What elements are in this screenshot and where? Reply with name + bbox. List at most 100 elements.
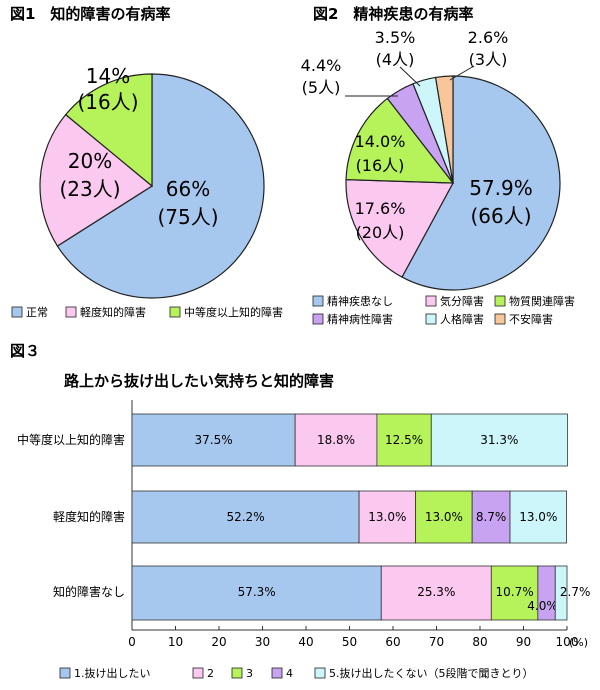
fig3-ticklabel-3: 30: [255, 635, 270, 649]
fig2-sublabel-1: (20人): [356, 223, 405, 242]
fig2-leader-5: [449, 65, 475, 81]
fig1-legend-text-1: 軽度知的障害: [80, 305, 146, 319]
fig1-title: 図1 知的障害の有病率: [10, 5, 170, 23]
fig2-sublabel-0: (66人): [470, 204, 531, 228]
fig3-ticklabel-0: 0: [128, 635, 136, 649]
fig3-ticklabel-8: 80: [472, 635, 487, 649]
fig3-value-0-1: 18.8%: [317, 433, 355, 447]
fig1-slice-2: [64, 73, 153, 188]
fig3-ticklabel-5: 50: [342, 635, 357, 649]
fig2-legend-swatch-1: [425, 295, 437, 307]
fig1-legend-swatch-0: [11, 306, 23, 318]
fig1-legend-swatch-2: [169, 306, 181, 318]
fig2-legend-swatch-5: [494, 313, 506, 325]
fig3-bar-1-4: [509, 490, 567, 544]
fig3-bar-1-1: [358, 490, 417, 544]
fig3-category-1: 軽度知的障害: [53, 509, 125, 524]
fig3-value-0-4: 31.3%: [480, 433, 518, 447]
fig1-slice-1: [39, 113, 154, 247]
fig2-sublabel-5: (3人): [469, 50, 508, 69]
fig2-legend-text-5: 不安障害: [509, 312, 553, 326]
fig2-label-5: 2.6%: [468, 28, 509, 47]
fig3-ticklabel-4: 40: [298, 635, 313, 649]
fig2-legend-swatch-3: [312, 313, 324, 325]
fig3-value-2-1: 25.3%: [417, 585, 455, 599]
fig3-legend-swatch-0: [59, 667, 71, 679]
fig2-slice-2: [345, 97, 455, 184]
fig3-xunit: (%): [569, 636, 588, 649]
fig3-legend-text-4: 5.抜け出したくない（5段階で聞きとり）: [329, 666, 534, 680]
fig3-value-1-0: 52.2%: [226, 510, 264, 524]
fig3-bar-1-3: [471, 490, 511, 544]
fig3-bar-2-0: [131, 565, 382, 621]
fig2-sublabel-2: (16人): [356, 156, 405, 175]
fig2-label-2: 14.0%: [355, 132, 406, 151]
fig2-sublabel-3: (5人): [302, 78, 341, 97]
fig3-category-0: 中等度以上知的障害: [17, 432, 125, 447]
fig3-bar-0-0: [131, 413, 296, 467]
fig3-value-0-2: 12.5%: [385, 433, 423, 447]
fig3-bar-0-4: [430, 413, 568, 467]
fig2-label-4: 3.5%: [375, 28, 416, 47]
fig1-legend-swatch-1: [65, 306, 77, 318]
fig3-value-2-3: 4.0%: [527, 599, 558, 613]
fig3-value-2-4: 2.7%: [560, 585, 591, 599]
fig3-bar-0-2: [376, 413, 432, 467]
fig2-legend-text-1: 気分障害: [440, 294, 484, 308]
fig3-label: 図３: [10, 342, 40, 360]
fig2-label-0: 57.9%: [469, 176, 533, 200]
fig3-ticklabel-6: 60: [385, 635, 400, 649]
fig2-leader-4: [399, 66, 421, 87]
fig1-sublabel-1: (23人): [59, 177, 120, 201]
fig3-legend-text-3: 4: [286, 667, 293, 680]
fig2-legend-text-4: 人格障害: [440, 312, 484, 326]
fig3-bar-2-1: [380, 565, 492, 621]
fig3-title: 路上から抜け出したい気持ちと知的障害: [64, 372, 334, 390]
fig3-bar-2-2: [490, 565, 539, 621]
fig3-value-1-3: 8.7%: [476, 510, 507, 524]
fig1-label-2: 14%: [86, 64, 130, 88]
fig3-legend-swatch-3: [271, 667, 283, 679]
fig1-sublabel-0: (75人): [157, 205, 218, 229]
fig3-legend-swatch-4: [314, 667, 326, 679]
fig3-value-2-0: 57.3%: [238, 585, 276, 599]
fig1-sublabel-2: (16人): [77, 90, 138, 114]
fig3-value-2-2: 10.7%: [496, 585, 534, 599]
fig2-slice-0: [401, 75, 561, 291]
fig2-legend-text-0: 精神疾患なし: [327, 294, 393, 308]
fig3-ticklabel-7: 70: [429, 635, 444, 649]
fig3-bar-2-4: [554, 565, 568, 621]
fig3-value-1-4: 13.0%: [519, 510, 557, 524]
fig1-legend-text-0: 正常: [26, 306, 48, 319]
fig3-ticklabel-9: 90: [516, 635, 531, 649]
fig3-bar-1-2: [415, 490, 473, 544]
fig2-label-3: 4.4%: [301, 56, 342, 75]
fig1-label-1: 20%: [68, 149, 112, 173]
fig3-category-2: 知的障害なし: [53, 584, 125, 599]
fig3-ticklabel-1: 10: [168, 635, 183, 649]
fig3-legend-swatch-2: [231, 667, 243, 679]
fig2-legend-swatch-0: [312, 295, 324, 307]
fig3-ticklabel-10: 100: [556, 635, 579, 649]
fig2-legend-text-3: 精神病性障害: [327, 312, 393, 326]
fig3-legend-text-0: 1.抜け出したい: [74, 666, 151, 680]
fig1-label-0: 66%: [166, 177, 210, 201]
fig3-value-1-2: 13.0%: [425, 510, 463, 524]
fig3-ticklabel-2: 20: [211, 635, 226, 649]
fig3-legend-swatch-1: [192, 667, 204, 679]
fig3-bar-0-1: [294, 413, 378, 467]
fig2-slice-1: [345, 179, 454, 278]
fig1-slice-0: [56, 73, 265, 299]
fig2-legend-text-2: 物質関連障害: [509, 294, 575, 308]
fig2-legend-swatch-4: [425, 313, 437, 325]
fig3-legend-text-1: 2: [207, 667, 214, 680]
fig2-slice-5: [434, 75, 454, 184]
fig3-legend-text-2: 3: [246, 667, 253, 680]
fig3-value-0-0: 37.5%: [195, 433, 233, 447]
fig2-label-1: 17.6%: [355, 199, 406, 218]
fig2-legend-swatch-2: [494, 295, 506, 307]
fig2-title: 図2 精神疾患の有病率: [313, 5, 473, 23]
fig3-value-1-1: 13.0%: [368, 510, 406, 524]
fig2-sublabel-4: (4人): [376, 50, 415, 69]
